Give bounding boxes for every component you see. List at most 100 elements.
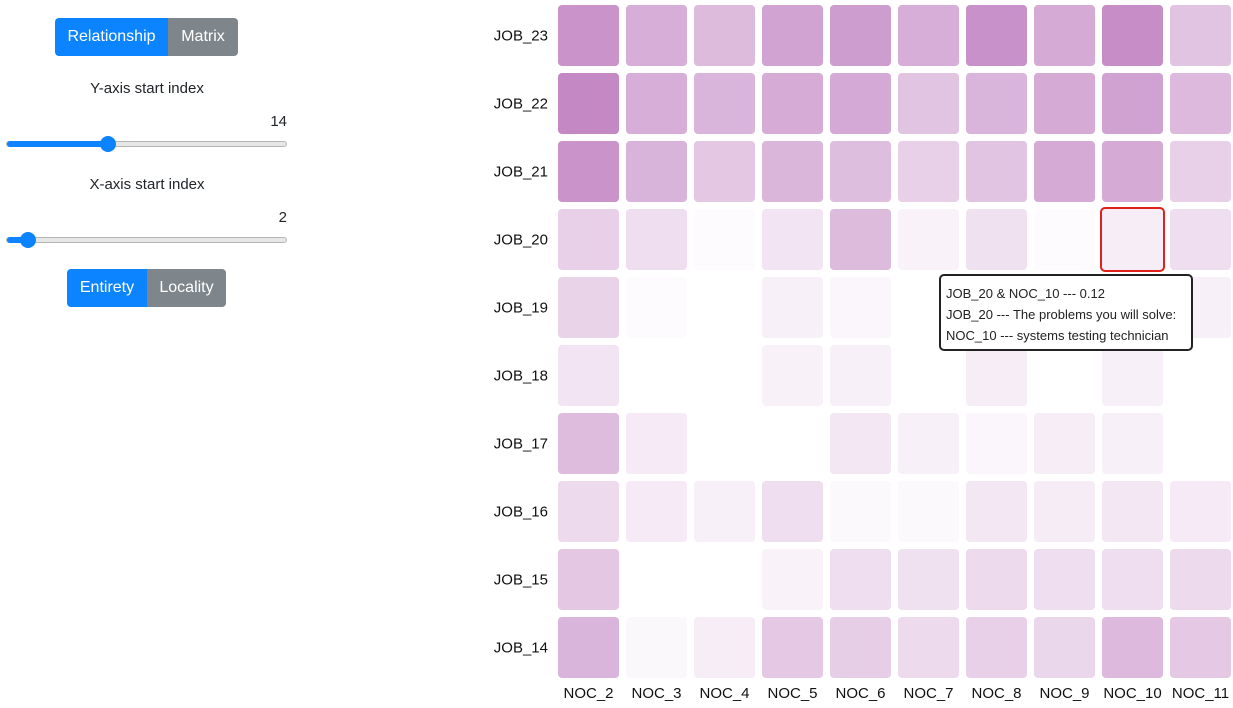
heatmap-cell-job_14-noc_10[interactable] xyxy=(1102,617,1163,678)
heatmap-cell-job_19-noc_4[interactable] xyxy=(694,277,755,338)
heatmap-cell-job_21-noc_8[interactable] xyxy=(966,141,1027,202)
heatmap-cell-job_20-noc_9[interactable] xyxy=(1034,209,1095,270)
heatmap-cell-job_19-noc_6[interactable] xyxy=(830,277,891,338)
heatmap-cell-job_20-noc_6[interactable] xyxy=(830,209,891,270)
y-axis-slider-thumb[interactable] xyxy=(99,136,116,152)
heatmap-cell-job_19-noc_5[interactable] xyxy=(762,277,823,338)
heatmap-cell-job_16-noc_5[interactable] xyxy=(762,481,823,542)
heatmap-cell-job_17-noc_8[interactable] xyxy=(966,413,1027,474)
heatmap-cell-job_16-noc_6[interactable] xyxy=(830,481,891,542)
heatmap-cell-job_17-noc_6[interactable] xyxy=(830,413,891,474)
heatmap-cell-job_14-noc_11[interactable] xyxy=(1170,617,1231,678)
heatmap-cell-job_23-noc_5[interactable] xyxy=(762,5,823,66)
heatmap-cell-job_21-noc_2[interactable] xyxy=(558,141,619,202)
heatmap-cell-job_17-noc_3[interactable] xyxy=(626,413,687,474)
heatmap-cell-job_20-noc_10[interactable] xyxy=(1100,207,1165,272)
heatmap-cell-job_14-noc_8[interactable] xyxy=(966,617,1027,678)
heatmap-cell-job_21-noc_6[interactable] xyxy=(830,141,891,202)
heatmap-cell-job_15-noc_3[interactable] xyxy=(626,549,687,610)
heatmap-cell-job_22-noc_8[interactable] xyxy=(966,73,1027,134)
heatmap-cell-job_15-noc_10[interactable] xyxy=(1102,549,1163,610)
heatmap-cell-job_18-noc_3[interactable] xyxy=(626,345,687,406)
heatmap-cell-job_16-noc_7[interactable] xyxy=(898,481,959,542)
heatmap-cell-job_14-noc_9[interactable] xyxy=(1034,617,1095,678)
heatmap-cell-job_15-noc_7[interactable] xyxy=(898,549,959,610)
heatmap-cell-job_16-noc_9[interactable] xyxy=(1034,481,1095,542)
heatmap-cell-job_16-noc_11[interactable] xyxy=(1170,481,1231,542)
heatmap-cell-job_21-noc_11[interactable] xyxy=(1170,141,1231,202)
heatmap-cell-job_23-noc_8[interactable] xyxy=(966,5,1027,66)
heatmap-cell-job_14-noc_7[interactable] xyxy=(898,617,959,678)
heatmap-cell-job_22-noc_9[interactable] xyxy=(1034,73,1095,134)
heatmap-cell-job_19-noc_3[interactable] xyxy=(626,277,687,338)
heatmap-cell-job_18-noc_8[interactable] xyxy=(966,345,1027,406)
heatmap-cell-job_15-noc_8[interactable] xyxy=(966,549,1027,610)
heatmap-cell-job_22-noc_11[interactable] xyxy=(1170,73,1231,134)
y-axis-start-slider[interactable] xyxy=(6,136,287,152)
heatmap-cell-job_22-noc_4[interactable] xyxy=(694,73,755,134)
heatmap-cell-job_23-noc_4[interactable] xyxy=(694,5,755,66)
heatmap-cell-job_16-noc_10[interactable] xyxy=(1102,481,1163,542)
heatmap-cell-job_22-noc_3[interactable] xyxy=(626,73,687,134)
heatmap-cell-job_22-noc_10[interactable] xyxy=(1102,73,1163,134)
heatmap-cell-job_18-noc_2[interactable] xyxy=(558,345,619,406)
heatmap-cell-job_15-noc_6[interactable] xyxy=(830,549,891,610)
heatmap-cell-job_16-noc_8[interactable] xyxy=(966,481,1027,542)
heatmap-cell-job_17-noc_9[interactable] xyxy=(1034,413,1095,474)
heatmap-cell-job_21-noc_9[interactable] xyxy=(1034,141,1095,202)
heatmap-cell-job_21-noc_4[interactable] xyxy=(694,141,755,202)
heatmap-cell-job_18-noc_7[interactable] xyxy=(898,345,959,406)
heatmap-cell-job_23-noc_3[interactable] xyxy=(626,5,687,66)
heatmap-cell-job_23-noc_11[interactable] xyxy=(1170,5,1231,66)
heatmap-cell-job_16-noc_2[interactable] xyxy=(558,481,619,542)
heatmap-cell-job_16-noc_4[interactable] xyxy=(694,481,755,542)
heatmap-cell-job_15-noc_9[interactable] xyxy=(1034,549,1095,610)
heatmap-cell-job_21-noc_10[interactable] xyxy=(1102,141,1163,202)
heatmap-cell-job_21-noc_3[interactable] xyxy=(626,141,687,202)
heatmap-cell-job_20-noc_4[interactable] xyxy=(694,209,755,270)
heatmap-cell-job_17-noc_2[interactable] xyxy=(558,413,619,474)
heatmap-cell-job_20-noc_7[interactable] xyxy=(898,209,959,270)
relationship-button[interactable]: Relationship xyxy=(55,18,168,56)
heatmap-cell-job_15-noc_4[interactable] xyxy=(694,549,755,610)
heatmap-cell-job_18-noc_9[interactable] xyxy=(1034,345,1095,406)
x-axis-start-slider[interactable] xyxy=(6,232,287,248)
heatmap-cell-job_17-noc_5[interactable] xyxy=(762,413,823,474)
matrix-button[interactable]: Matrix xyxy=(168,18,238,56)
heatmap-cell-job_14-noc_3[interactable] xyxy=(626,617,687,678)
heatmap-cell-job_17-noc_10[interactable] xyxy=(1102,413,1163,474)
heatmap-cell-job_18-noc_6[interactable] xyxy=(830,345,891,406)
heatmap-cell-job_20-noc_2[interactable] xyxy=(558,209,619,270)
heatmap-cell-job_20-noc_5[interactable] xyxy=(762,209,823,270)
heatmap-cell-job_23-noc_6[interactable] xyxy=(830,5,891,66)
heatmap-cell-job_21-noc_7[interactable] xyxy=(898,141,959,202)
heatmap-cell-job_14-noc_5[interactable] xyxy=(762,617,823,678)
heatmap-cell-job_22-noc_5[interactable] xyxy=(762,73,823,134)
heatmap-cell-job_14-noc_2[interactable] xyxy=(558,617,619,678)
heatmap-cell-job_23-noc_9[interactable] xyxy=(1034,5,1095,66)
heatmap-cell-job_23-noc_2[interactable] xyxy=(558,5,619,66)
heatmap-cell-job_18-noc_11[interactable] xyxy=(1170,345,1231,406)
heatmap-cell-job_21-noc_5[interactable] xyxy=(762,141,823,202)
heatmap-cell-job_23-noc_10[interactable] xyxy=(1102,5,1163,66)
heatmap-cell-job_15-noc_5[interactable] xyxy=(762,549,823,610)
heatmap-cell-job_17-noc_7[interactable] xyxy=(898,413,959,474)
heatmap-cell-job_16-noc_3[interactable] xyxy=(626,481,687,542)
heatmap-cell-job_17-noc_11[interactable] xyxy=(1170,413,1231,474)
heatmap-cell-job_15-noc_11[interactable] xyxy=(1170,549,1231,610)
heatmap-cell-job_14-noc_4[interactable] xyxy=(694,617,755,678)
heatmap-cell-job_18-noc_10[interactable] xyxy=(1102,345,1163,406)
heatmap-cell-job_20-noc_11[interactable] xyxy=(1170,209,1231,270)
heatmap-cell-job_14-noc_6[interactable] xyxy=(830,617,891,678)
heatmap-cell-job_18-noc_4[interactable] xyxy=(694,345,755,406)
heatmap-cell-job_19-noc_2[interactable] xyxy=(558,277,619,338)
locality-button[interactable]: Locality xyxy=(147,269,226,307)
heatmap-cell-job_22-noc_6[interactable] xyxy=(830,73,891,134)
heatmap-cell-job_17-noc_4[interactable] xyxy=(694,413,755,474)
heatmap-cell-job_20-noc_8[interactable] xyxy=(966,209,1027,270)
heatmap-cell-job_15-noc_2[interactable] xyxy=(558,549,619,610)
heatmap-cell-job_23-noc_7[interactable] xyxy=(898,5,959,66)
heatmap-cell-job_18-noc_5[interactable] xyxy=(762,345,823,406)
heatmap-cell-job_22-noc_7[interactable] xyxy=(898,73,959,134)
heatmap-cell-job_20-noc_3[interactable] xyxy=(626,209,687,270)
